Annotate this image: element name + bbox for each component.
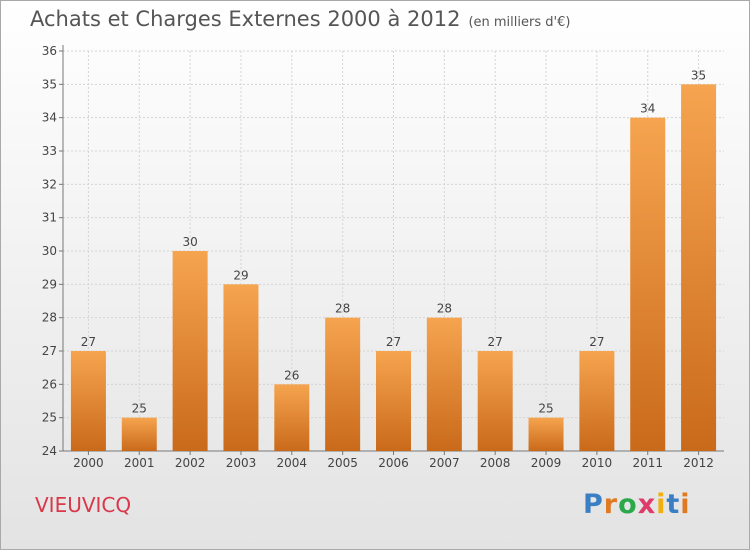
data-label: 27 <box>81 335 96 349</box>
x-tick-label: 2002 <box>175 456 206 470</box>
bar <box>528 417 564 451</box>
y-tick-label: 34 <box>42 111 57 125</box>
y-tick-label: 24 <box>42 444 57 458</box>
bar <box>477 351 513 451</box>
data-label: 26 <box>284 368 299 382</box>
logo-letter: P <box>583 489 604 520</box>
bars <box>70 84 717 452</box>
data-label: 28 <box>437 302 452 316</box>
x-tick-label: 2001 <box>124 456 155 470</box>
logo-letter: i <box>680 489 691 520</box>
x-tick-label: 2009 <box>531 456 562 470</box>
data-label: 25 <box>538 402 553 416</box>
y-tick-label: 28 <box>42 311 57 325</box>
data-label: 29 <box>233 268 248 282</box>
y-tick-label: 25 <box>42 411 57 425</box>
logo-letter: x <box>637 489 657 520</box>
bar <box>376 351 411 451</box>
bar <box>426 317 462 451</box>
x-tick-label: 2012 <box>683 456 714 470</box>
y-tick-label: 33 <box>42 144 57 158</box>
x-tick-label: 2005 <box>327 456 358 470</box>
place-name: VIEUVICQ <box>35 493 132 517</box>
logo-letter: r <box>603 489 619 520</box>
x-tick-label: 2011 <box>632 456 663 470</box>
bar <box>121 417 157 451</box>
bar <box>630 117 666 452</box>
bar <box>681 84 717 451</box>
bar <box>274 384 310 451</box>
data-label: 30 <box>182 235 197 249</box>
y-tick-label: 27 <box>42 344 57 358</box>
bar <box>325 317 361 451</box>
data-label: 28 <box>335 302 350 316</box>
x-tick-label: 2006 <box>378 456 409 470</box>
logo-letter: o <box>618 489 638 520</box>
y-tick-label: 29 <box>42 277 57 291</box>
x-tick-label: 2007 <box>429 456 460 470</box>
y-tick-label: 35 <box>42 77 57 91</box>
data-label: 35 <box>691 68 706 82</box>
data-label: 27 <box>589 335 604 349</box>
y-tick-label: 32 <box>42 177 57 191</box>
title-text: Achats et Charges Externes 2000 à 2012 <box>30 7 461 31</box>
x-tick-label: 2003 <box>226 456 257 470</box>
proxiti-logo[interactable]: Proxiti <box>583 489 691 520</box>
x-tick-label: 2008 <box>480 456 511 470</box>
y-tick-label: 31 <box>42 211 57 225</box>
data-label: 27 <box>488 335 503 349</box>
logo-letter: i <box>656 489 667 520</box>
data-label: 25 <box>132 402 147 416</box>
data-label: 27 <box>386 335 401 349</box>
bar <box>70 351 106 451</box>
x-tick-label: 2010 <box>582 456 613 470</box>
chart-title: Achats et Charges Externes 2000 à 2012 (e… <box>30 7 570 31</box>
y-tick-label: 30 <box>42 244 57 258</box>
labels: 24 25 26 27 28 29 30 31 32 33 34 35 36 27 2000 25 2001 30… <box>42 44 714 470</box>
x-tick-label: 2004 <box>277 456 308 470</box>
bar <box>579 351 615 451</box>
y-tick-label: 36 <box>42 44 57 58</box>
data-label: 34 <box>640 102 655 116</box>
logo-letter: t <box>666 489 681 520</box>
title-unit: (en milliers d'€) <box>468 15 571 30</box>
bar <box>172 251 208 451</box>
x-tick-label: 2000 <box>73 456 104 470</box>
bar <box>223 284 259 451</box>
y-tick-label: 26 <box>42 377 57 391</box>
